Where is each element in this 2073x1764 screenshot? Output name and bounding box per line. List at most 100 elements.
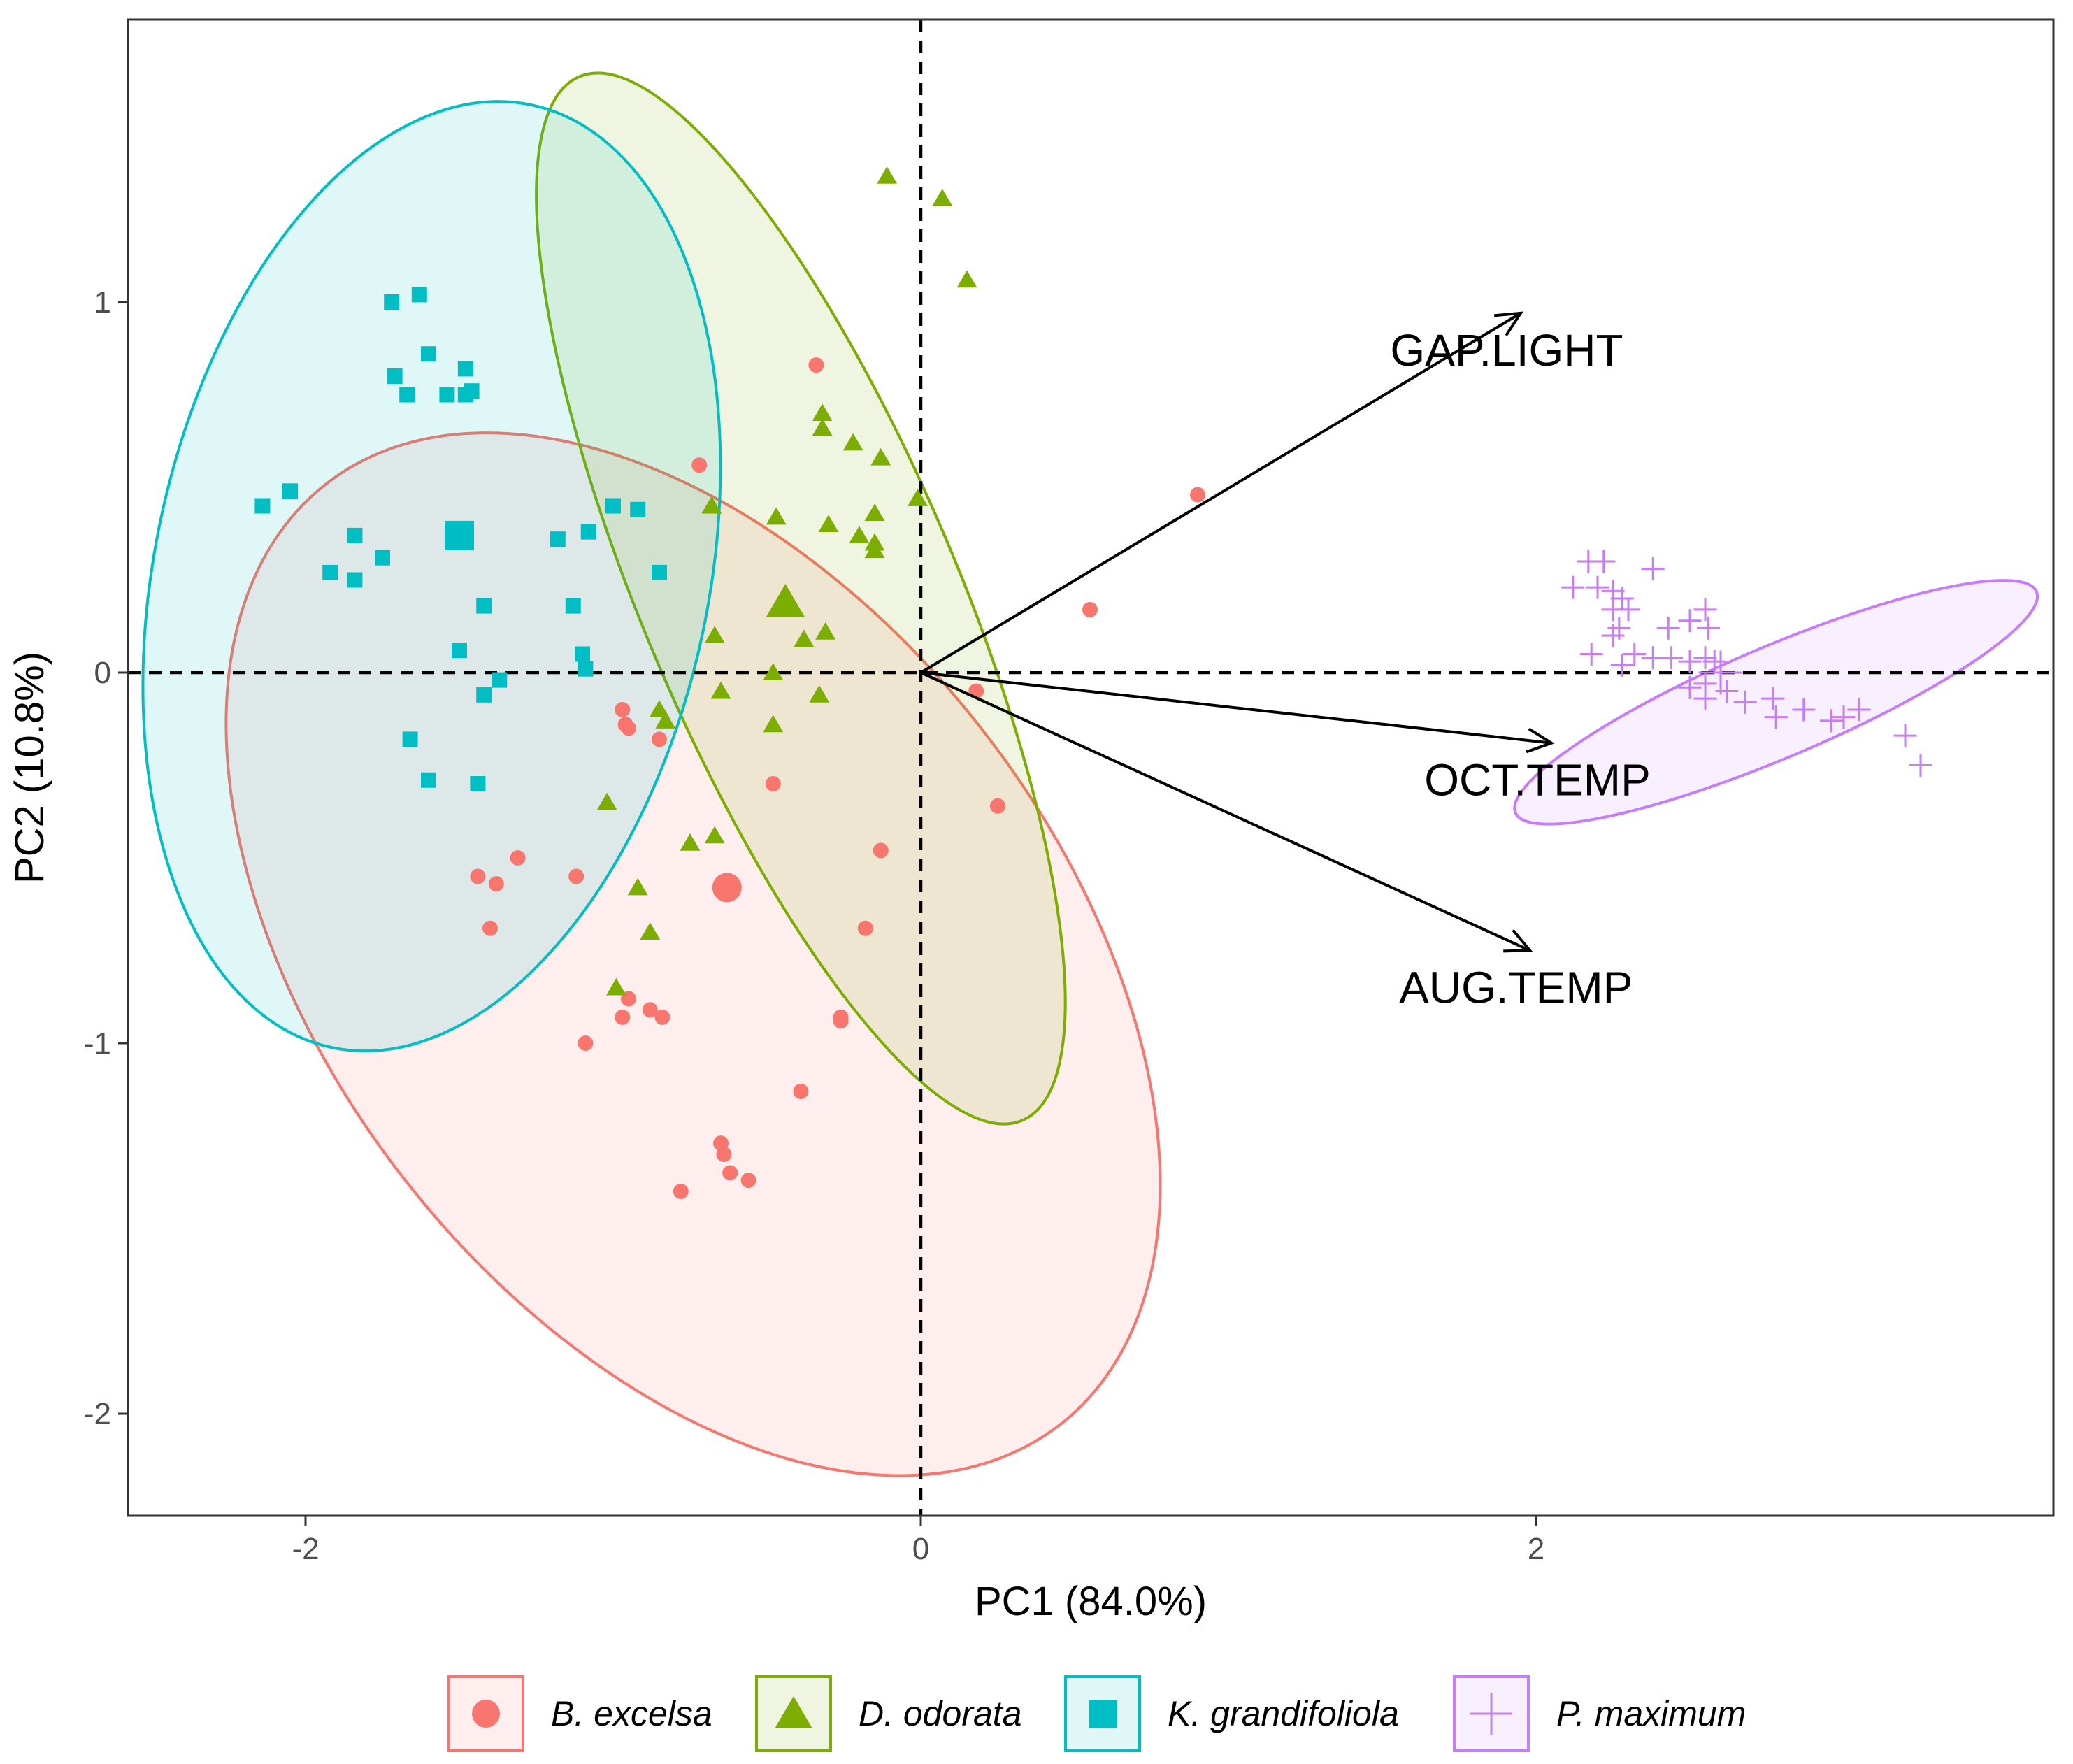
legend-marker bbox=[1470, 1693, 1512, 1735]
x-tick-label: -2 bbox=[292, 1532, 319, 1566]
x-axis-title: PC1 (84.0%) bbox=[975, 1579, 1207, 1624]
data-point bbox=[691, 457, 708, 473]
y-tick-label: 1 bbox=[94, 285, 111, 320]
series-k-grandifoliola bbox=[254, 287, 667, 791]
data-point bbox=[452, 643, 467, 659]
legend-marker bbox=[775, 1696, 812, 1728]
data-point bbox=[640, 922, 661, 940]
data-point bbox=[1190, 487, 1205, 503]
data-point bbox=[254, 498, 271, 514]
data-point bbox=[956, 270, 977, 288]
x-tick-label: 0 bbox=[912, 1532, 929, 1566]
data-point bbox=[411, 287, 427, 303]
panel-border bbox=[127, 18, 2055, 1517]
data-point bbox=[578, 661, 594, 677]
data-point bbox=[1660, 646, 1684, 670]
data-point bbox=[347, 527, 363, 543]
data-point bbox=[680, 833, 701, 851]
data-point bbox=[384, 294, 400, 310]
data-point bbox=[642, 1002, 658, 1018]
data-point bbox=[1761, 687, 1785, 710]
data-point bbox=[849, 526, 870, 543]
legend-item-k-grandifoliola: K. grandifoliola bbox=[1064, 1675, 1399, 1752]
data-point bbox=[1592, 550, 1616, 573]
data-point bbox=[1702, 650, 1726, 673]
data-point bbox=[464, 383, 480, 399]
data-point bbox=[347, 572, 363, 588]
data-point bbox=[630, 501, 646, 517]
data-point bbox=[375, 550, 390, 566]
data-point bbox=[1586, 575, 1609, 599]
legend-item-b-excelsa: B. excelsa bbox=[447, 1675, 712, 1752]
centroid-point bbox=[766, 584, 805, 617]
arrow-gap-light: GAP.LIGHT bbox=[919, 311, 1623, 674]
data-point bbox=[1693, 646, 1717, 670]
data-point bbox=[476, 598, 492, 614]
legend-label: P. maximum bbox=[1556, 1694, 1746, 1733]
series-d-odorata bbox=[596, 166, 977, 996]
data-point bbox=[652, 731, 667, 747]
data-point bbox=[439, 387, 455, 403]
arrow-head bbox=[1493, 311, 1523, 336]
data-point bbox=[402, 731, 418, 747]
data-point bbox=[908, 489, 928, 506]
data-point bbox=[1819, 709, 1843, 733]
data-point bbox=[793, 1083, 809, 1099]
legend-marker bbox=[1089, 1700, 1117, 1728]
data-point bbox=[1623, 643, 1647, 666]
centroid-point bbox=[1698, 650, 1743, 695]
data-point bbox=[873, 842, 889, 859]
data-point bbox=[488, 876, 504, 892]
data-point bbox=[615, 1009, 631, 1025]
centroid-point bbox=[445, 520, 474, 550]
data-point bbox=[763, 663, 784, 680]
data-point bbox=[765, 776, 781, 791]
legend-label: D. odorata bbox=[859, 1694, 1021, 1733]
data-point bbox=[1656, 616, 1680, 640]
data-point bbox=[716, 1147, 732, 1162]
data-point bbox=[990, 798, 1005, 814]
arrow-head bbox=[1503, 928, 1533, 953]
centroid-point bbox=[712, 873, 742, 903]
data-point bbox=[710, 681, 731, 699]
data-point bbox=[704, 826, 725, 844]
y-tick-label: -1 bbox=[84, 1026, 111, 1061]
data-point bbox=[652, 564, 667, 580]
data-point bbox=[482, 920, 498, 936]
data-point bbox=[565, 598, 581, 614]
y-axis-title: PC2 (10.8%) bbox=[7, 652, 52, 884]
data-point bbox=[1715, 680, 1739, 703]
arrow-label: AUG.TEMP bbox=[1399, 963, 1633, 1013]
ellipses-layer bbox=[141, 71, 2039, 1477]
legend-marker bbox=[472, 1700, 500, 1728]
data-point bbox=[580, 524, 596, 540]
data-point bbox=[1579, 643, 1603, 666]
data-point bbox=[1847, 698, 1871, 722]
data-point bbox=[575, 646, 590, 662]
data-point bbox=[421, 346, 436, 362]
data-point bbox=[1610, 587, 1634, 610]
series-p-maximum bbox=[1561, 550, 1932, 777]
data-point bbox=[1561, 575, 1585, 599]
data-point bbox=[1616, 598, 1640, 622]
x-tick-label: 2 bbox=[1528, 1532, 1544, 1566]
data-point bbox=[815, 622, 836, 640]
data-point bbox=[842, 433, 863, 451]
data-point bbox=[818, 515, 839, 532]
data-point bbox=[812, 418, 833, 436]
data-point bbox=[809, 685, 830, 703]
data-point bbox=[550, 531, 566, 547]
data-point bbox=[470, 776, 486, 791]
data-point bbox=[1601, 624, 1625, 647]
data-point bbox=[605, 977, 626, 996]
legend-label: K. grandifoliola bbox=[1168, 1694, 1399, 1733]
axes: -2 0 2 -2 -1 0 1 bbox=[84, 285, 1544, 1566]
data-point bbox=[578, 1035, 594, 1051]
data-point bbox=[476, 687, 492, 703]
data-point bbox=[722, 1165, 738, 1181]
data-point bbox=[1678, 675, 1702, 699]
arrow-label: GAP.LIGHT bbox=[1390, 325, 1623, 375]
data-point bbox=[510, 850, 526, 866]
